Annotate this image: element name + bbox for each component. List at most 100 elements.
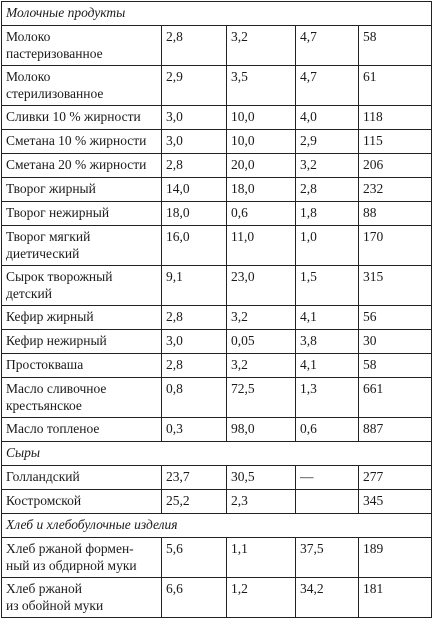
value-cell: 3,2 xyxy=(295,153,359,178)
section-heading: Сыры xyxy=(0,441,433,466)
product-name: Творог жирный xyxy=(1,177,162,202)
value-cell: 1,3 xyxy=(295,377,359,418)
product-name: Голландский xyxy=(1,465,162,490)
value-cell: 181 xyxy=(357,577,433,618)
value-cell: 11,0 xyxy=(226,225,296,266)
value-cell: 9,1 xyxy=(161,265,227,306)
value-cell: 23,7 xyxy=(161,465,227,490)
product-name: Творог нежирный xyxy=(1,201,162,226)
value-cell: 170 xyxy=(357,225,433,266)
value-cell: 10,0 xyxy=(226,129,296,154)
value-cell: 4,7 xyxy=(295,65,359,106)
value-cell: 887 xyxy=(357,417,433,442)
value-cell: 58 xyxy=(357,25,433,66)
value-cell: 88 xyxy=(357,201,433,226)
value-cell: 1,0 xyxy=(295,225,359,266)
table-row: Сливки 10 % жирности 3,0 10,0 4,0 118 xyxy=(1,105,433,130)
value-cell: 232 xyxy=(357,177,433,202)
table-row: Молоко пастеризованное 2,8 3,2 4,7 58 xyxy=(1,25,433,66)
value-cell: 118 xyxy=(357,105,433,130)
product-name: Кефир жирный xyxy=(1,305,162,330)
value-cell: 2,8 xyxy=(295,177,359,202)
value-cell: 16,0 xyxy=(161,225,227,266)
value-cell: 3,2 xyxy=(226,25,296,66)
value-cell: 56 xyxy=(357,305,433,330)
value-cell: 0,6 xyxy=(226,201,296,226)
value-cell: 1,2 xyxy=(226,577,296,618)
value-cell: 6,6 xyxy=(161,577,227,618)
table-row: Творог нежирный 18,0 0,6 1,8 88 xyxy=(1,201,433,226)
value-cell: 1,8 xyxy=(295,201,359,226)
value-cell: 206 xyxy=(357,153,433,178)
value-cell: 20,0 xyxy=(226,153,296,178)
value-cell: 345 xyxy=(357,489,433,514)
value-cell: 3,8 xyxy=(295,329,359,354)
value-cell: 3,0 xyxy=(161,105,227,130)
value-cell: 2,3 xyxy=(226,489,296,514)
value-cell: 2,8 xyxy=(161,353,227,378)
value-cell: 3,2 xyxy=(226,353,296,378)
value-cell: 2,8 xyxy=(161,305,227,330)
table-row: Масло сливочное крестьянское 0,8 72,5 1,3 661 xyxy=(1,377,433,418)
product-name: Сырок творожный детский xyxy=(1,265,162,306)
value-cell: 4,1 xyxy=(295,305,359,330)
table-row: Костромской 25,2 2,3 345 xyxy=(1,489,433,514)
value-cell: — xyxy=(295,465,359,490)
product-name: Сметана 20 % жирности xyxy=(1,153,162,178)
product-name: Молоко пастеризованное xyxy=(1,25,162,66)
value-cell: 0,3 xyxy=(161,417,227,442)
value-cell: 34,2 xyxy=(295,577,359,618)
value-cell: 14,0 xyxy=(161,177,227,202)
table-row: Кефир жирный 2,8 3,2 4,1 56 xyxy=(1,305,433,330)
section-heading: Хлеб и хлебобулочные изделия xyxy=(0,513,433,538)
table-row: Простокваша 2,8 3,2 4,1 58 xyxy=(1,353,433,378)
table-row: Голландский 23,7 30,5—277 xyxy=(1,465,433,490)
table-row: Молоко стерилизованное 2,9 3,5 4,7 61 xyxy=(1,65,433,106)
value-cell: 3,0 xyxy=(161,329,227,354)
table-row: Хлеб ржаной формен-ный из обдирной муки 5… xyxy=(1,537,433,578)
value-cell: 23,0 xyxy=(226,265,296,306)
value-cell: 30 xyxy=(357,329,433,354)
table-row: Масло топленое 0,3 98,0 0,6 887 xyxy=(1,417,433,442)
value-cell: 2,8 xyxy=(161,25,227,66)
value-cell: 0,05 xyxy=(226,329,296,354)
table-row: Творог жирный 14,0 18,0 2,8 232 xyxy=(1,177,433,202)
product-name: Масло топленое xyxy=(1,417,162,442)
product-name: Простокваша xyxy=(1,353,162,378)
section-heading: Молочные продукты xyxy=(0,1,433,26)
value-cell: 3,2 xyxy=(226,305,296,330)
value-cell: 189 xyxy=(357,537,433,578)
table-row: Сметана 10 % жирности 3,0 10,0 2,9 115 xyxy=(1,129,433,154)
value-cell: 1,1 xyxy=(226,537,296,578)
value-cell: 2,9 xyxy=(161,65,227,106)
value-cell: 37,5 xyxy=(295,537,359,578)
value-cell: 4,0 xyxy=(295,105,359,130)
value-cell: 4,7 xyxy=(295,25,359,66)
table-row: Хлеб ржаной из обойной муки 6,6 1,2 34,2 181 xyxy=(1,577,433,618)
table-row: Сырок творожный детский 9,1 23,0 1,5 315 xyxy=(1,265,433,306)
product-name: Хлеб ржаной формен-ный из обдирной муки xyxy=(1,537,162,578)
value-cell: 0,6 xyxy=(295,417,359,442)
value-cell: 2,8 xyxy=(161,153,227,178)
value-cell: 18,0 xyxy=(226,177,296,202)
table-row: Творог мягкий диетический 16,0 11,0 1,0 170 xyxy=(1,225,433,266)
value-cell: 25,2 xyxy=(161,489,227,514)
value-cell: 10,0 xyxy=(226,105,296,130)
product-name: Молоко стерилизованное xyxy=(1,65,162,106)
value-cell: 0,8 xyxy=(161,377,227,418)
value-cell: 5,6 xyxy=(161,537,227,578)
product-name: Творог мягкий диетический xyxy=(1,225,162,266)
value-cell: 115 xyxy=(357,129,433,154)
value-cell: 58 xyxy=(357,353,433,378)
value-cell: 661 xyxy=(357,377,433,418)
product-name: Сливки 10 % жирности xyxy=(1,105,162,130)
product-name: Сметана 10 % жирности xyxy=(1,129,162,154)
value-cell: 1,5 xyxy=(295,265,359,306)
value-cell: 4,1 xyxy=(295,353,359,378)
value-cell: 277 xyxy=(357,465,433,490)
value-cell: 315 xyxy=(357,265,433,306)
value-cell xyxy=(295,489,359,514)
value-cell: 3,5 xyxy=(226,65,296,106)
